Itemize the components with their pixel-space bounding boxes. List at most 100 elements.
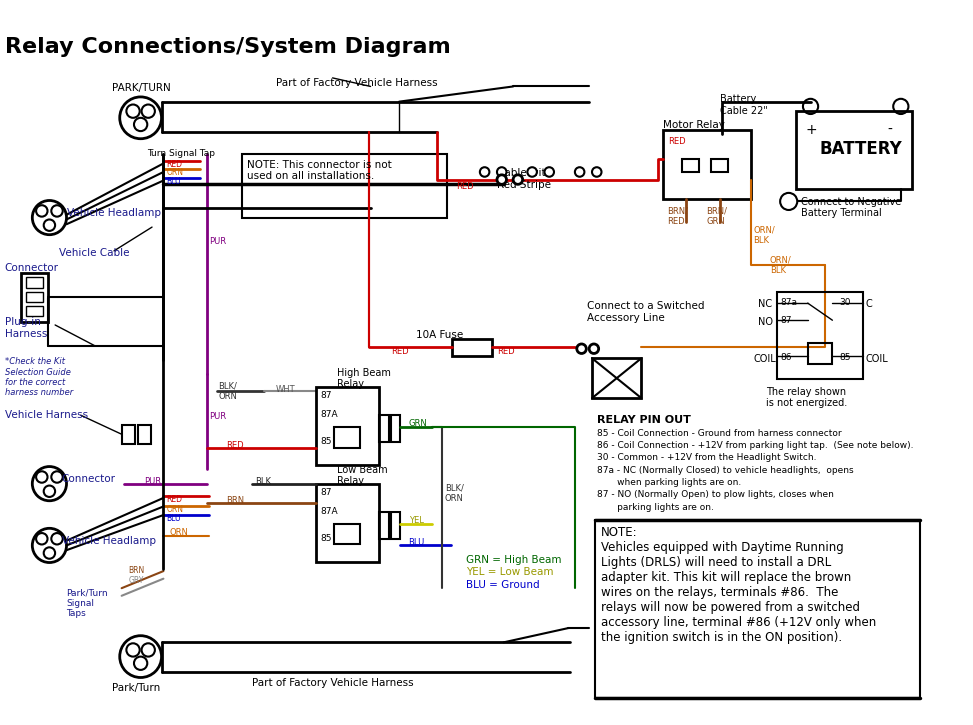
Text: BLK: BLK (255, 477, 270, 486)
Bar (390, 512, 400, 539)
Text: BLU = Ground: BLU = Ground (466, 579, 539, 589)
Text: NC: NC (758, 299, 773, 310)
Bar (682, 159, 700, 172)
Text: PUR: PUR (144, 477, 162, 486)
Text: Turn Signal Tap: Turn Signal Tap (147, 149, 215, 158)
Text: Park/Turn
Signal
Taps: Park/Turn Signal Taps (66, 588, 108, 618)
Circle shape (497, 167, 507, 177)
Bar (138, 425, 151, 444)
Bar (334, 523, 360, 544)
Text: Connector: Connector (61, 474, 116, 484)
Text: NOTE: This connector is not
used on all installations.: NOTE: This connector is not used on all … (247, 160, 392, 181)
Text: GRY: GRY (128, 576, 144, 585)
Text: 87A: 87A (320, 507, 338, 516)
Text: ORN: ORN (166, 505, 183, 513)
Text: High Beam
Relay: High Beam Relay (338, 368, 391, 389)
Circle shape (780, 193, 797, 210)
Text: Connect to Negative
Battery Terminal: Connect to Negative Battery Terminal (801, 196, 901, 218)
Text: *Check the Kit
Selection Guide
for the correct
harness number: *Check the Kit Selection Guide for the c… (5, 357, 73, 397)
Text: YEL = Low Beam: YEL = Low Beam (466, 567, 553, 577)
Circle shape (527, 167, 537, 177)
Circle shape (589, 344, 598, 354)
Text: ORN/
BLK: ORN/ BLK (770, 256, 791, 275)
Bar (595, 520, 919, 698)
Text: 30: 30 (839, 299, 850, 307)
Text: ORN: ORN (166, 168, 183, 177)
Text: C: C (866, 299, 873, 310)
Text: Connect to a Switched
Accessory Line: Connect to a Switched Accessory Line (588, 301, 704, 323)
Text: 85: 85 (320, 534, 332, 543)
Text: ORN/
BLK: ORN/ BLK (753, 225, 775, 244)
Bar (25, 291, 43, 302)
Text: BLK/
ORN: BLK/ ORN (219, 382, 237, 402)
Text: Cable with
Red Stripe: Cable with Red Stripe (497, 168, 553, 190)
Text: BLU: BLU (409, 538, 425, 547)
Text: 87A: 87A (320, 410, 338, 420)
Text: Vehicle Harness: Vehicle Harness (5, 410, 88, 420)
Text: RED: RED (497, 347, 515, 356)
Text: 87: 87 (320, 489, 332, 497)
Text: 87a - NC (Normally Closed) to vehicle headlights,  opens: 87a - NC (Normally Closed) to vehicle he… (596, 465, 853, 475)
Text: 10A Fuse: 10A Fuse (416, 330, 463, 340)
Text: BRN/
GRN: BRN/ GRN (706, 206, 727, 225)
Text: RED: RED (391, 347, 409, 356)
Bar (777, 291, 863, 379)
Text: GRN: GRN (409, 419, 427, 428)
Text: Part of Factory Vehicle Harness: Part of Factory Vehicle Harness (252, 679, 414, 689)
Text: RED: RED (166, 495, 182, 504)
Bar (20, 273, 48, 322)
Circle shape (577, 344, 587, 354)
Text: The relay shown
is not energized.: The relay shown is not energized. (766, 386, 847, 408)
Text: RED: RED (456, 183, 474, 191)
Text: parking lights are on.: parking lights are on. (596, 502, 713, 512)
Text: 87: 87 (320, 392, 332, 400)
Text: +: + (806, 123, 817, 136)
Text: BRN: BRN (226, 496, 244, 505)
Text: BLU: BLU (166, 177, 181, 186)
Text: 87a: 87a (780, 299, 797, 307)
Text: Vehicle Headlamp: Vehicle Headlamp (61, 536, 156, 546)
Circle shape (497, 175, 507, 184)
Bar (711, 159, 728, 172)
Text: COIL: COIL (866, 355, 888, 365)
Text: when parking lights are on.: when parking lights are on. (596, 478, 741, 487)
Text: PARK/TURN: PARK/TURN (112, 83, 171, 93)
Text: BLK/
ORN: BLK/ ORN (445, 484, 463, 503)
Bar (25, 306, 43, 316)
Text: YEL: YEL (409, 516, 423, 525)
Text: 85 - Coil Connection - Ground from harness connector: 85 - Coil Connection - Ground from harne… (596, 428, 842, 438)
Text: GRN = High Beam: GRN = High Beam (466, 555, 561, 565)
Text: COIL: COIL (753, 355, 776, 365)
Text: NOTE:
Vehicles equipped with Daytime Running
Lights (DRLS) will need to install : NOTE: Vehicles equipped with Daytime Run… (600, 526, 876, 645)
Text: Motor Relay: Motor Relay (664, 120, 725, 130)
Text: 86: 86 (780, 354, 792, 362)
Circle shape (592, 167, 601, 177)
Text: RELAY PIN OUT: RELAY PIN OUT (596, 415, 691, 426)
Text: 85: 85 (320, 437, 332, 446)
Text: BRN/
RED: BRN/ RED (667, 206, 688, 225)
Text: Plug-in
Harness: Plug-in Harness (5, 318, 47, 339)
Bar (242, 154, 447, 218)
Text: RED: RED (226, 441, 244, 450)
Circle shape (480, 167, 489, 177)
Text: BRN: BRN (128, 566, 145, 576)
Text: BLU: BLU (166, 514, 181, 523)
Bar (592, 358, 641, 398)
Text: Vehicle Cable: Vehicle Cable (59, 248, 129, 258)
Text: Vehicle Headlamp: Vehicle Headlamp (66, 208, 161, 218)
Text: 85: 85 (839, 354, 850, 362)
Text: Part of Factory Vehicle Harness: Part of Factory Vehicle Harness (275, 78, 437, 88)
Bar (334, 426, 360, 447)
Bar (25, 278, 43, 288)
Text: Battery
Cable 22": Battery Cable 22" (720, 94, 768, 116)
Text: 86 - Coil Connection - +12V from parking light tap.  (See note below).: 86 - Coil Connection - +12V from parking… (596, 441, 914, 450)
Circle shape (545, 167, 554, 177)
Text: 87 - NO (Normally Open) to plow lights, closes when: 87 - NO (Normally Open) to plow lights, … (596, 490, 834, 500)
Text: ORN: ORN (169, 529, 188, 537)
Text: Connector: Connector (5, 263, 58, 273)
Circle shape (513, 175, 523, 184)
Bar (796, 111, 913, 189)
Bar (452, 339, 492, 356)
Circle shape (575, 167, 585, 177)
Bar (316, 484, 379, 562)
